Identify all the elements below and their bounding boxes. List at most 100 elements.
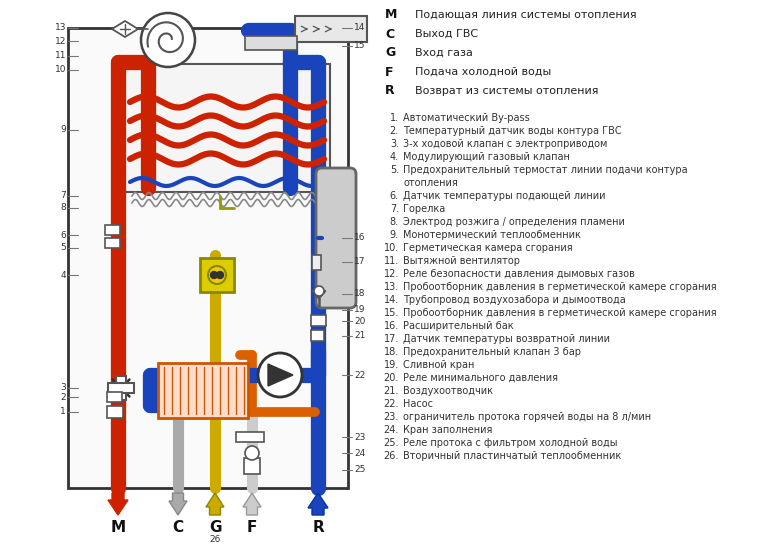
- Bar: [245, 36, 297, 50]
- Text: 10.: 10.: [383, 243, 399, 253]
- Text: Реле минимального давления: Реле минимального давления: [403, 373, 558, 383]
- Text: C: C: [172, 520, 183, 535]
- Text: 12: 12: [55, 36, 66, 46]
- Text: 7.: 7.: [390, 204, 399, 214]
- Text: Температурный датчик воды контура ГВС: Температурный датчик воды контура ГВС: [403, 126, 621, 136]
- Text: 26: 26: [209, 536, 221, 544]
- FancyArrow shape: [243, 493, 261, 515]
- Circle shape: [208, 266, 226, 284]
- Text: Сливной кран: Сливной кран: [403, 360, 474, 370]
- Polygon shape: [268, 364, 293, 386]
- Text: 16.: 16.: [383, 321, 399, 331]
- Text: 25: 25: [354, 465, 366, 475]
- FancyArrow shape: [169, 493, 187, 515]
- Text: Датчик температуры возвратной линии: Датчик температуры возвратной линии: [403, 334, 610, 344]
- Text: 21.: 21.: [383, 386, 399, 396]
- FancyBboxPatch shape: [316, 168, 356, 308]
- Text: R: R: [385, 85, 394, 97]
- Text: 14.: 14.: [383, 295, 399, 305]
- FancyArrow shape: [108, 493, 128, 515]
- Text: 3.: 3.: [390, 139, 399, 149]
- Text: 8: 8: [60, 204, 66, 212]
- Bar: [311, 330, 324, 341]
- Bar: [120, 64, 330, 192]
- Text: 13.: 13.: [383, 282, 399, 292]
- Text: Пробоотборник давления в герметической камере сгорания: Пробоотборник давления в герметической к…: [403, 308, 717, 318]
- Bar: [105, 238, 120, 248]
- Text: 3: 3: [60, 383, 66, 393]
- FancyArrow shape: [206, 493, 224, 515]
- Text: C: C: [385, 28, 394, 41]
- Text: Подающая линия системы отопления: Подающая линия системы отопления: [415, 10, 637, 20]
- FancyArrow shape: [308, 493, 328, 515]
- Bar: [295, 16, 367, 42]
- Text: 18.: 18.: [383, 347, 399, 357]
- Bar: [312, 255, 321, 270]
- Text: F: F: [247, 520, 257, 535]
- Text: Кран заполнения: Кран заполнения: [403, 425, 492, 435]
- Text: Предохранительный клапан 3 бар: Предохранительный клапан 3 бар: [403, 347, 581, 357]
- Circle shape: [245, 446, 259, 460]
- Text: 22.: 22.: [383, 399, 399, 409]
- Text: 13: 13: [55, 24, 66, 32]
- Text: Пробоотборник давления в герметической камере сгорания: Пробоотборник давления в герметической к…: [403, 282, 717, 292]
- Bar: [200, 258, 234, 292]
- Text: Модулирующий газовый клапан: Модулирующий газовый клапан: [403, 152, 570, 162]
- Text: 8.: 8.: [390, 217, 399, 227]
- Text: 9.: 9.: [390, 230, 399, 240]
- Text: отопления: отопления: [403, 178, 457, 188]
- Bar: [158, 363, 248, 418]
- Circle shape: [141, 13, 195, 67]
- Text: 5: 5: [60, 244, 66, 252]
- Text: Вход газа: Вход газа: [415, 48, 473, 58]
- Text: M: M: [385, 8, 397, 21]
- Text: 14: 14: [354, 24, 366, 32]
- Text: Выход ГВС: Выход ГВС: [415, 29, 478, 39]
- Text: Вытяжной вентилятор: Вытяжной вентилятор: [403, 256, 520, 266]
- Text: 9: 9: [60, 125, 66, 135]
- Text: 7: 7: [60, 191, 66, 201]
- Bar: [68, 28, 348, 488]
- Bar: [236, 432, 264, 442]
- Text: 24: 24: [354, 448, 365, 458]
- Text: R: R: [312, 520, 324, 535]
- Text: Монотермический теплообменник: Монотермический теплообменник: [403, 230, 581, 240]
- Text: 4: 4: [60, 271, 66, 279]
- Text: 26.: 26.: [383, 451, 399, 461]
- Text: 15: 15: [354, 41, 366, 51]
- Text: 19: 19: [354, 305, 366, 315]
- Text: Расширительный бак: Расширительный бак: [403, 321, 514, 331]
- Circle shape: [314, 286, 324, 296]
- Text: 1.: 1.: [390, 113, 399, 123]
- Text: Автоматический By-pass: Автоматический By-pass: [403, 113, 530, 123]
- Bar: [375, 0, 770, 550]
- Text: 16: 16: [354, 234, 366, 243]
- Text: 17: 17: [354, 257, 366, 267]
- Bar: [108, 383, 134, 393]
- Text: 1: 1: [60, 408, 66, 416]
- Text: 10: 10: [55, 65, 66, 74]
- Text: 23: 23: [354, 432, 366, 442]
- Text: 12.: 12.: [383, 269, 399, 279]
- Text: Возврат из системы отопления: Возврат из системы отопления: [415, 86, 598, 96]
- Circle shape: [258, 353, 302, 397]
- Text: ограничитель протока горячей воды на 8 л/мин: ограничитель протока горячей воды на 8 л…: [403, 412, 651, 422]
- Text: 18: 18: [354, 289, 366, 299]
- Text: 23.: 23.: [383, 412, 399, 422]
- Text: 19.: 19.: [383, 360, 399, 370]
- Text: 3-х ходовой клапан с электроприводом: 3-х ходовой клапан с электроприводом: [403, 139, 608, 149]
- Polygon shape: [112, 21, 138, 37]
- Text: F: F: [385, 65, 393, 79]
- Text: 11.: 11.: [383, 256, 399, 266]
- Text: 20.: 20.: [383, 373, 399, 383]
- Bar: [116, 376, 126, 400]
- Bar: [311, 315, 326, 326]
- Bar: [107, 392, 122, 402]
- Bar: [105, 225, 120, 235]
- Text: Электрод розжига / определения пламени: Электрод розжига / определения пламени: [403, 217, 625, 227]
- Text: 24.: 24.: [383, 425, 399, 435]
- Text: Предохранительный термостат линии подачи контура: Предохранительный термостат линии подачи…: [403, 165, 688, 175]
- Circle shape: [210, 272, 217, 278]
- Text: Вторичный пластинчатый теплообменник: Вторичный пластинчатый теплообменник: [403, 451, 621, 461]
- Text: 4.: 4.: [390, 152, 399, 162]
